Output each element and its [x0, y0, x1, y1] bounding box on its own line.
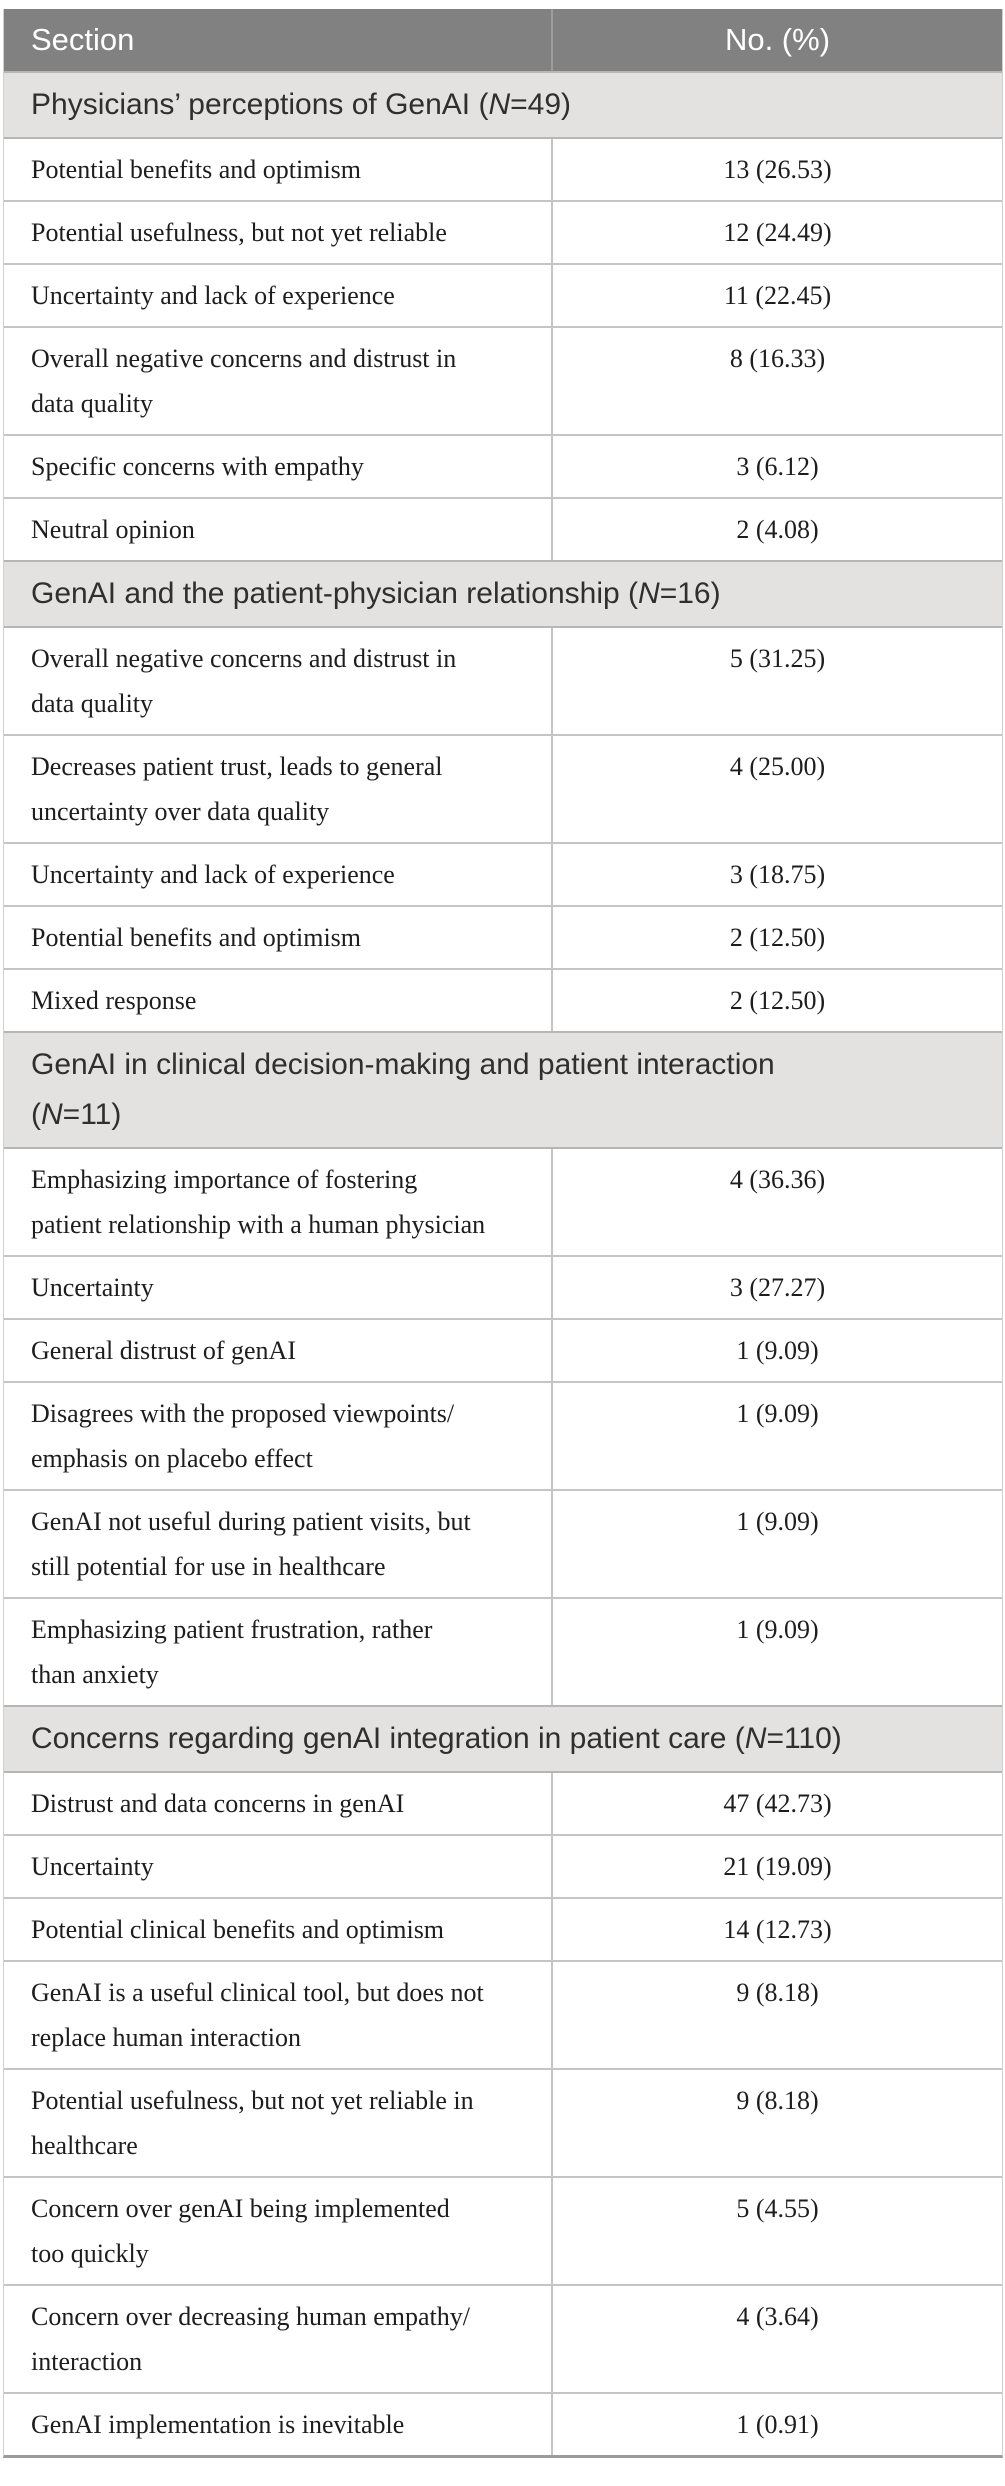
results-table: Section No. (%) Physicians’ perceptions …: [3, 9, 1003, 2458]
section-title-count: =16): [659, 577, 721, 610]
column-header-no-percent: No. (%): [724, 22, 831, 57]
row-value: 5 (4.55): [736, 2194, 819, 2223]
row-label: Potential benefits and optimism: [4, 139, 553, 200]
row-label: General distrust of genAI: [4, 1320, 553, 1381]
row-value: 4 (3.64): [736, 2302, 819, 2331]
row-value: 47 (42.73): [723, 1789, 832, 1818]
table-row: Neutral opinion 2 (4.08): [4, 497, 1002, 560]
section-title-n: N: [744, 1722, 767, 1755]
table-row: Uncertainty 3 (27.27): [4, 1255, 1002, 1318]
row-label: Disagrees with the proposed viewpoints/ …: [4, 1383, 553, 1489]
section-header: GenAI and the patient-physician relation…: [4, 560, 1002, 628]
table-row: Potential usefulness, but not yet reliab…: [4, 2068, 1002, 2176]
row-label: Potential benefits and optimism: [4, 907, 553, 968]
row-label: GenAI is a useful clinical tool, but doe…: [4, 1962, 553, 2068]
row-value: 3 (27.27): [729, 1273, 826, 1302]
row-value: 13 (26.53): [723, 155, 832, 184]
table-row: Overall negative concerns and distrust i…: [4, 326, 1002, 434]
section-header: Physicians’ perceptions of GenAI (N=49): [4, 71, 1002, 139]
row-label: GenAI implementation is inevitable: [4, 2394, 553, 2455]
table-row: Uncertainty 21 (19.09): [4, 1834, 1002, 1897]
table-row: Potential clinical benefits and optimism…: [4, 1897, 1002, 1960]
row-label: Concern over genAI being implemented too…: [4, 2178, 553, 2284]
row-label: Emphasizing patient frustration, rather …: [4, 1599, 553, 1705]
table-row: Specific concerns with empathy 3 (6.12): [4, 434, 1002, 497]
row-value: 4 (25.00): [729, 752, 826, 781]
row-label: GenAI not useful during patient visits, …: [4, 1491, 553, 1597]
row-value: 21 (19.09): [723, 1852, 832, 1881]
table-row: Overall negative concerns and distrust i…: [4, 628, 1002, 734]
row-value: 8 (16.33): [729, 344, 826, 373]
row-label: Uncertainty: [4, 1257, 553, 1318]
section-header: GenAI in clinical decision-making and pa…: [4, 1031, 1002, 1149]
row-value: 1 (9.09): [736, 1507, 819, 1536]
section-header: Concerns regarding genAI integration in …: [4, 1705, 1002, 1773]
row-value: 9 (8.18): [736, 2086, 819, 2115]
row-value: 3 (18.75): [729, 860, 826, 889]
row-label: Neutral opinion: [4, 499, 553, 560]
table-row: Uncertainty and lack of experience 11 (22…: [4, 263, 1002, 326]
table-row: GenAI is a useful clinical tool, but doe…: [4, 1960, 1002, 2068]
section-title-text: GenAI and the patient-physician relation…: [31, 577, 639, 610]
table-row: Potential benefits and optimism 2 (12.50): [4, 905, 1002, 968]
section-title-count: =110): [766, 1722, 842, 1755]
row-value: 5 (31.25): [729, 644, 826, 673]
row-label: Distrust and data concerns in genAI: [4, 1773, 553, 1834]
row-value: 1 (9.09): [736, 1336, 819, 1365]
section-title-count: =11): [62, 1098, 122, 1131]
table-row: Concern over decreasing human empathy/ i…: [4, 2284, 1002, 2392]
row-label: Concern over decreasing human empathy/ i…: [4, 2286, 553, 2392]
row-label: Specific concerns with empathy: [4, 436, 553, 497]
table-row: Uncertainty and lack of experience 3 (18.…: [4, 842, 1002, 905]
section-title-count: =49): [510, 88, 572, 121]
table-header-row: Section No. (%): [4, 9, 1002, 71]
row-value: 1 (9.09): [736, 1399, 819, 1428]
table-row: Distrust and data concerns in genAI 47 (4…: [4, 1773, 1002, 1834]
table-row: General distrust of genAI 1 (9.09): [4, 1318, 1002, 1381]
row-value: 14 (12.73): [723, 1915, 832, 1944]
row-value: 11 (22.45): [723, 281, 832, 310]
table-row: Potential benefits and optimism 13 (26.53…: [4, 139, 1002, 200]
row-value: 1 (0.91): [736, 2410, 819, 2439]
row-value: 9 (8.18): [736, 1978, 819, 2007]
section-title-n: N: [638, 577, 660, 610]
row-value: 4 (36.36): [729, 1165, 826, 1194]
row-value: 2 (4.08): [736, 515, 819, 544]
table-row: Emphasizing importance of fostering pati…: [4, 1149, 1002, 1255]
row-value: 12 (24.49): [723, 218, 832, 247]
table-row: Concern over genAI being implemented too…: [4, 2176, 1002, 2284]
table-body: Physicians’ perceptions of GenAI (N=49) P…: [4, 71, 1002, 2455]
row-label: Uncertainty: [4, 1836, 553, 1897]
row-value: 2 (12.50): [729, 986, 826, 1015]
row-value: 2 (12.50): [729, 923, 826, 952]
row-label: Uncertainty and lack of experience: [4, 844, 553, 905]
row-label: Overall negative concerns and distrust i…: [4, 328, 553, 434]
row-label: Uncertainty and lack of experience: [4, 265, 553, 326]
section-title-text: Physicians’ perceptions of GenAI (: [31, 88, 489, 121]
row-label: Decreases patient trust, leads to genera…: [4, 736, 553, 842]
section-title-text: Concerns regarding genAI integration in …: [31, 1722, 745, 1755]
column-header-section: Section: [4, 9, 553, 71]
table-row: Emphasizing patient frustration, rather …: [4, 1597, 1002, 1705]
row-label: Potential usefulness, but not yet reliab…: [4, 202, 553, 263]
row-label: Potential usefulness, but not yet reliab…: [4, 2070, 553, 2176]
row-label: Emphasizing importance of fostering pati…: [4, 1149, 553, 1255]
section-title-n: N: [41, 1098, 63, 1131]
table-row: Potential usefulness, but not yet reliab…: [4, 200, 1002, 263]
row-label: Mixed response: [4, 970, 553, 1031]
section-title-text: GenAI in clinical decision-making and pa…: [31, 1048, 775, 1131]
row-value: 1 (9.09): [736, 1615, 819, 1644]
row-label: Potential clinical benefits and optimism: [4, 1899, 553, 1960]
table-row: Decreases patient trust, leads to genera…: [4, 734, 1002, 842]
table-row: Mixed response 2 (12.50): [4, 968, 1002, 1031]
row-value: 3 (6.12): [736, 452, 819, 481]
table-row: GenAI implementation is inevitable 1 (0.9…: [4, 2392, 1002, 2455]
row-label: Overall negative concerns and distrust i…: [4, 628, 553, 734]
table-row: Disagrees with the proposed viewpoints/ …: [4, 1381, 1002, 1489]
table-row: GenAI not useful during patient visits, …: [4, 1489, 1002, 1597]
section-title-n: N: [488, 88, 511, 121]
